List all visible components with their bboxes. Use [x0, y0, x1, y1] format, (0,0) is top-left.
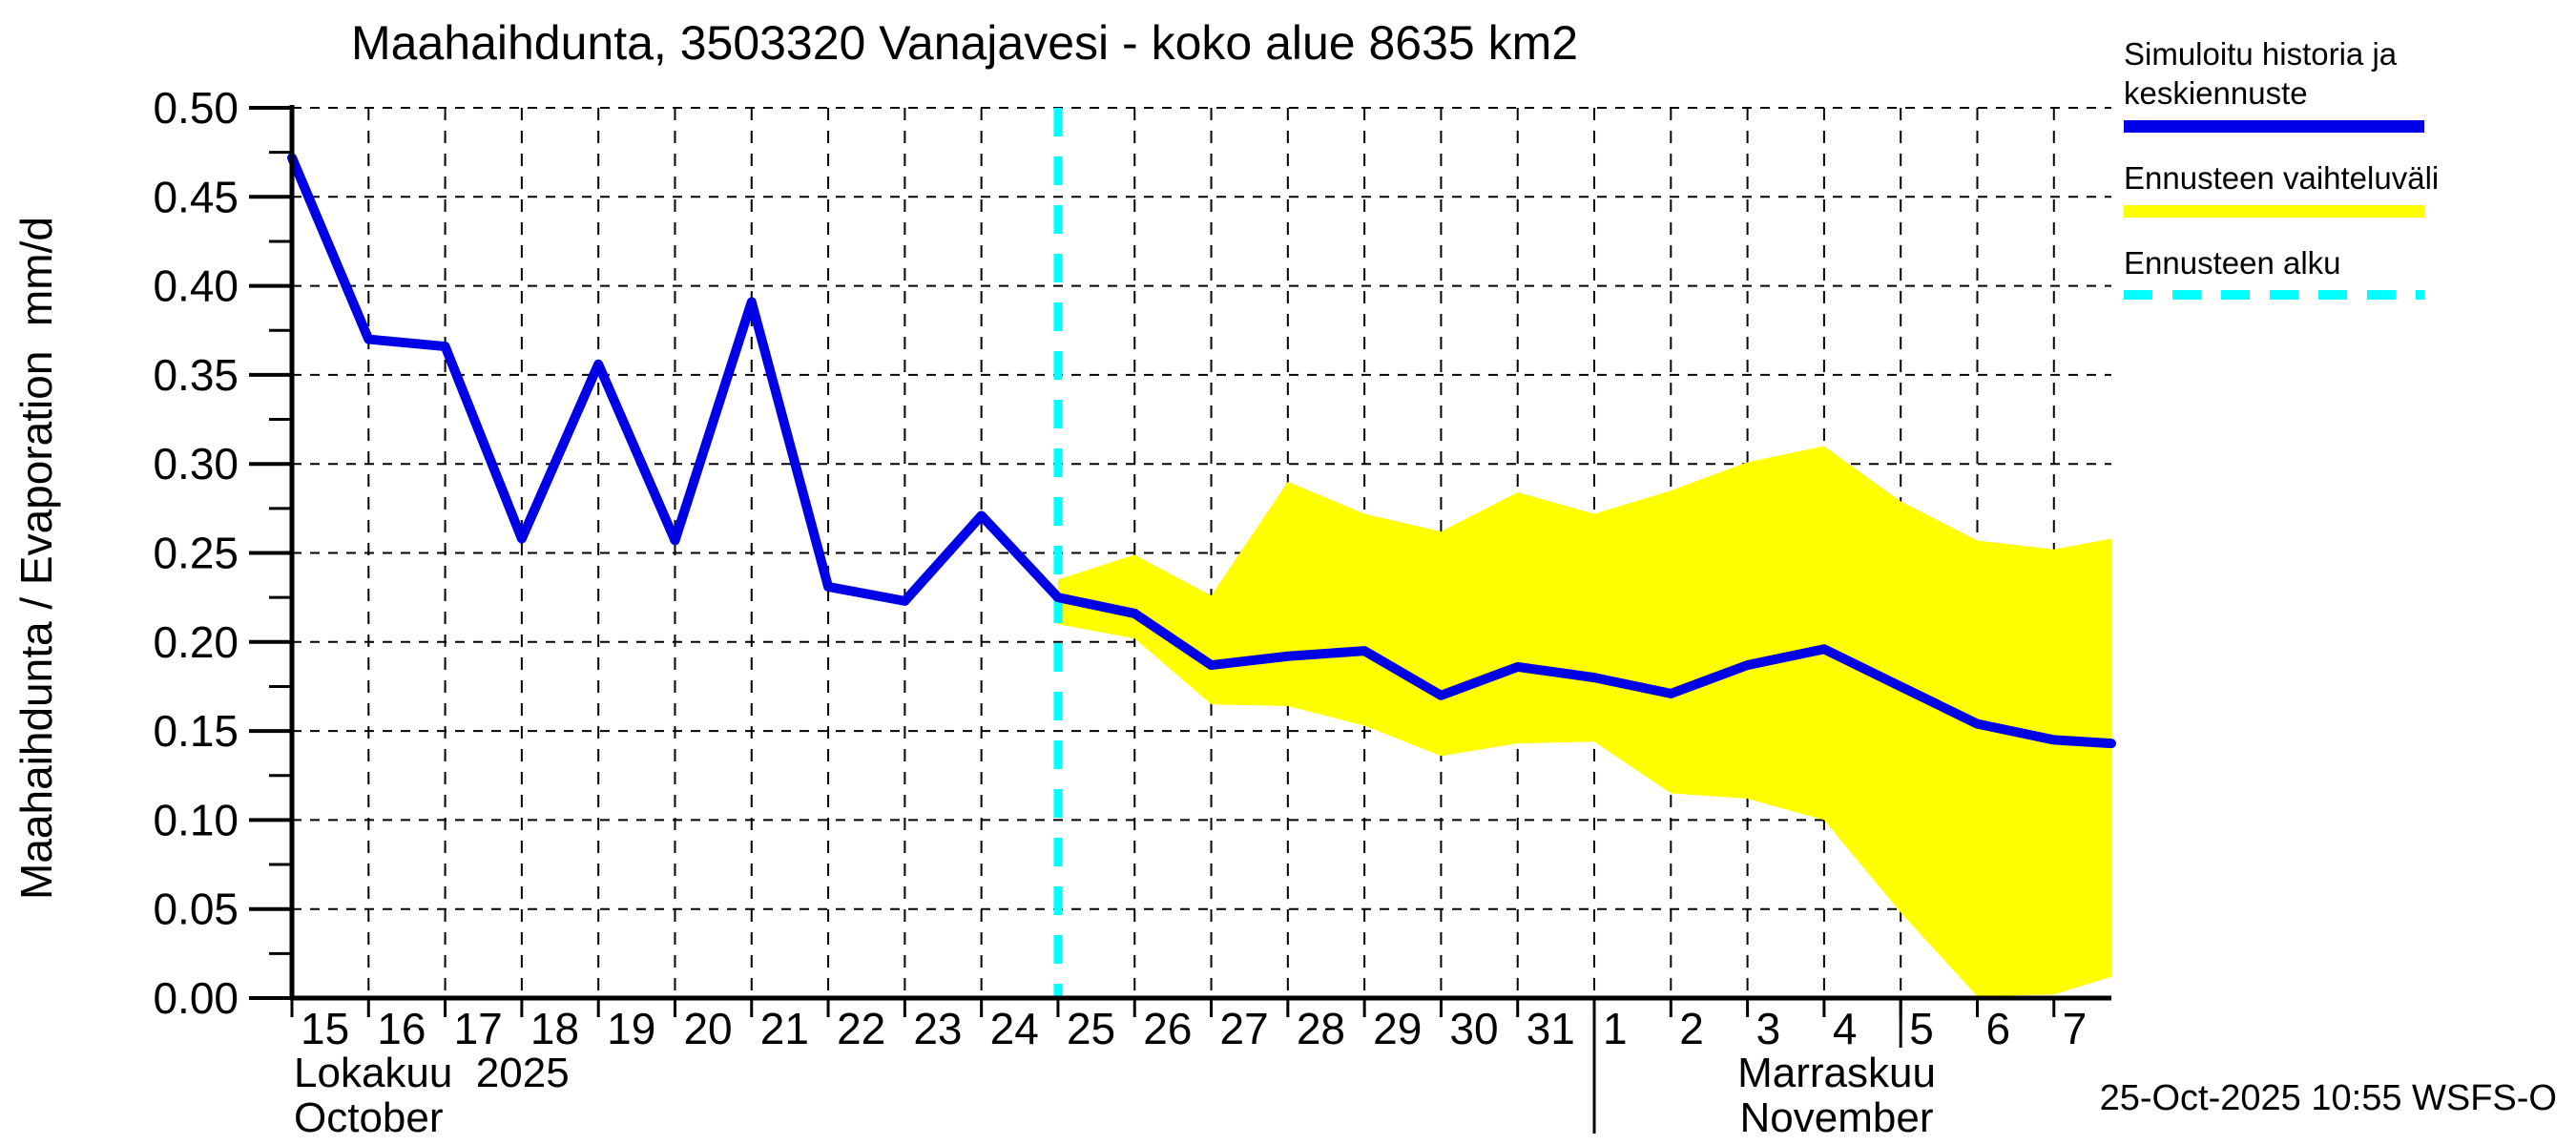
y-tick-label: 0.30: [153, 439, 239, 489]
month-label-october-fi: Lokakuu 2025: [294, 1050, 570, 1096]
day-label: 15: [301, 1004, 349, 1053]
day-label: 7: [2063, 1004, 2088, 1053]
y-tick-label: 0.25: [153, 529, 239, 578]
day-label: 30: [1449, 1004, 1498, 1053]
day-label: 24: [990, 1004, 1039, 1053]
day-label: 29: [1373, 1004, 1422, 1053]
legend-item: Ennusteen vaihteluväli: [2124, 158, 2544, 218]
day-label: 18: [530, 1004, 579, 1053]
legend: Simuloitu historia ja keskiennuste Ennuste…: [2124, 34, 2544, 325]
legend-label: Ennusteen vaihteluväli: [2124, 160, 2440, 196]
day-label: 2: [1679, 1004, 1704, 1053]
generation-timestamp: 25-Oct-2025 10:55 WSFS-O: [2099, 1078, 2557, 1118]
y-tick-label: 0.20: [153, 617, 239, 667]
y-tick-label: 0.00: [153, 973, 239, 1023]
day-label: 25: [1067, 1004, 1115, 1053]
day-label: 19: [607, 1004, 655, 1053]
day-label: 17: [454, 1004, 503, 1053]
legend-label: Simuloitu historia ja: [2124, 36, 2398, 72]
y-tick-label: 0.50: [153, 83, 239, 133]
day-label: 21: [760, 1004, 809, 1053]
forecast-range-band: [1057, 446, 2111, 997]
day-label: 20: [683, 1004, 732, 1053]
day-label: 5: [1909, 1004, 1934, 1053]
day-label: 28: [1297, 1004, 1345, 1053]
x-ticks: 15 16 17 18 19 20 21 22 23 24 25 26 27 28 29 30 31 1 2 3 4 5 6…: [290, 998, 2088, 1134]
day-label: 23: [913, 1004, 962, 1053]
day-label: 1: [1603, 1004, 1628, 1053]
y-tick-label: 0.45: [153, 172, 239, 221]
day-label: 26: [1143, 1004, 1192, 1053]
legend-item: Simuloitu historia ja keskiennuste: [2124, 34, 2544, 133]
day-label: 16: [377, 1004, 426, 1053]
legend-swatch-solid-line: [2124, 205, 2424, 218]
history-and-median-line: [287, 153, 2116, 749]
legend-label: keskiennuste: [2124, 75, 2308, 111]
chart-title: Maahaihdunta, 3503320 Vanajavesi - koko …: [351, 16, 1579, 70]
legend-swatch-dashed-line: [2124, 290, 2424, 300]
day-label: 22: [837, 1004, 885, 1053]
month-label-october-en: October: [294, 1094, 444, 1141]
y-ticks: 0.00 0.05 0.10 0.15 0.20 0.25 0.30 0.35 0.40 0.45…: [153, 83, 292, 1023]
day-label: 27: [1220, 1004, 1269, 1053]
legend-label: Ennusteen alku: [2124, 245, 2341, 281]
y-tick-label: 0.40: [153, 261, 239, 311]
day-label: 3: [1756, 1004, 1781, 1053]
legend-item: Ennusteen alku: [2124, 243, 2544, 300]
y-tick-label: 0.15: [153, 706, 239, 756]
day-label: 31: [1527, 1004, 1575, 1053]
month-label-november-fi: Marraskuu: [1737, 1050, 1936, 1096]
legend-swatch-solid-line: [2124, 120, 2424, 133]
y-tick-label: 0.35: [153, 350, 239, 400]
day-label: 6: [1985, 1004, 2010, 1053]
day-label: 4: [1833, 1004, 1858, 1053]
month-label-november-en: November: [1739, 1094, 1934, 1141]
y-tick-label: 0.05: [153, 885, 239, 934]
y-tick-label: 0.10: [153, 795, 239, 844]
